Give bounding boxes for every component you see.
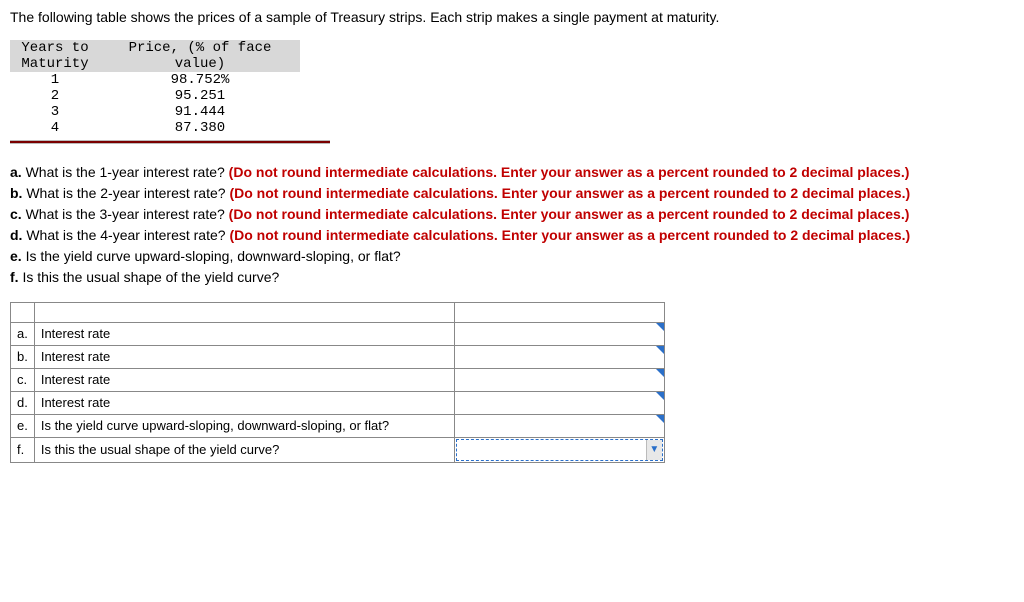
q-text: What is the 2-year interest rate? [26,185,225,201]
ans-input-cell [454,414,664,437]
question-b: b. What is the 2-year interest rate? (Do… [10,183,1014,204]
ans-input-cell [454,368,664,391]
interest-rate-b-input[interactable] [455,346,664,368]
ans-label: Interest rate [34,345,454,368]
q-hint: (Do not round intermediate calculations.… [229,164,910,180]
input-corner-icon [656,392,664,400]
q-text: What is the 4-year interest rate? [26,227,225,243]
q-text: What is the 3-year interest rate? [26,206,225,222]
q-text: What is the 1-year interest rate? [26,164,225,180]
cell-price: 98.752% [100,72,300,88]
price-table-hdr-years-1: Years to [10,40,100,56]
table-row [11,302,665,322]
cell-price: 95.251 [100,88,300,104]
ans-input-cell [454,345,664,368]
input-corner-icon [656,323,664,331]
ans-letter: b. [11,345,35,368]
ans-letter: c. [11,368,35,391]
ans-label: Interest rate [34,322,454,345]
table-row: 1 98.752% [10,72,300,88]
q-hint: (Do not round intermediate calculations.… [229,227,910,243]
price-table: Years to Price, (% of face Maturity valu… [10,40,300,136]
usual-shape-dropdown[interactable]: ▼ [456,439,663,461]
ans-dropdown-cell: ▼ [454,437,664,462]
interest-rate-d-input[interactable] [455,392,664,414]
empty-cell [454,302,664,322]
empty-cell [11,302,35,322]
cell-years: 2 [10,88,100,104]
table-row: 2 95.251 [10,88,300,104]
input-corner-icon [656,346,664,354]
ans-letter: a. [11,322,35,345]
ans-label: Is the yield curve upward-sloping, downw… [34,414,454,437]
ans-letter: d. [11,391,35,414]
cell-years: 3 [10,104,100,120]
q-text: Is this the usual shape of the yield cur… [22,269,279,285]
intro-text: The following table shows the prices of … [10,8,1014,28]
table-row: c. Interest rate [11,368,665,391]
ans-input-cell [454,322,664,345]
input-corner-icon [656,415,664,423]
chevron-down-icon: ▼ [646,440,662,460]
question-block: a. What is the 1-year interest rate? (Do… [10,162,1014,288]
ans-input-cell [454,391,664,414]
cell-price: 91.444 [100,104,300,120]
cell-years: 1 [10,72,100,88]
table-row: d. Interest rate [11,391,665,414]
ans-letter: f. [11,437,35,462]
price-table-hdr-price-2: value) [100,56,300,72]
q-hint: (Do not round intermediate calculations.… [229,185,910,201]
ans-label: Interest rate [34,391,454,414]
table-row: f. Is this the usual shape of the yield … [11,437,665,462]
table-row: e. Is the yield curve upward-sloping, do… [11,414,665,437]
q-prefix: e. [10,248,22,264]
table-row: 4 87.380 [10,120,300,136]
q-prefix: f. [10,269,19,285]
q-text: Is the yield curve upward-sloping, downw… [26,248,401,264]
answer-table: a. Interest rate b. Interest rate c. Int… [10,302,665,463]
q-prefix: c. [10,206,22,222]
input-corner-icon [656,369,664,377]
divider-bar [10,140,330,144]
empty-cell [34,302,454,322]
q-hint: (Do not round intermediate calculations.… [229,206,910,222]
q-prefix: a. [10,164,22,180]
question-f: f. Is this the usual shape of the yield … [10,267,1014,288]
question-c: c. What is the 3-year interest rate? (Do… [10,204,1014,225]
ans-label: Interest rate [34,368,454,391]
table-row: 3 91.444 [10,104,300,120]
cell-price: 87.380 [100,120,300,136]
price-table-hdr-price-1: Price, (% of face [100,40,300,56]
question-a: a. What is the 1-year interest rate? (Do… [10,162,1014,183]
price-table-hdr-years-2: Maturity [10,56,100,72]
cell-years: 4 [10,120,100,136]
table-row: a. Interest rate [11,322,665,345]
question-d: d. What is the 4-year interest rate? (Do… [10,225,1014,246]
question-e: e. Is the yield curve upward-sloping, do… [10,246,1014,267]
interest-rate-a-input[interactable] [455,323,664,345]
interest-rate-c-input[interactable] [455,369,664,391]
table-row: b. Interest rate [11,345,665,368]
yield-curve-shape-input[interactable] [455,415,664,437]
ans-letter: e. [11,414,35,437]
q-prefix: b. [10,185,22,201]
ans-label: Is this the usual shape of the yield cur… [34,437,454,462]
q-prefix: d. [10,227,22,243]
